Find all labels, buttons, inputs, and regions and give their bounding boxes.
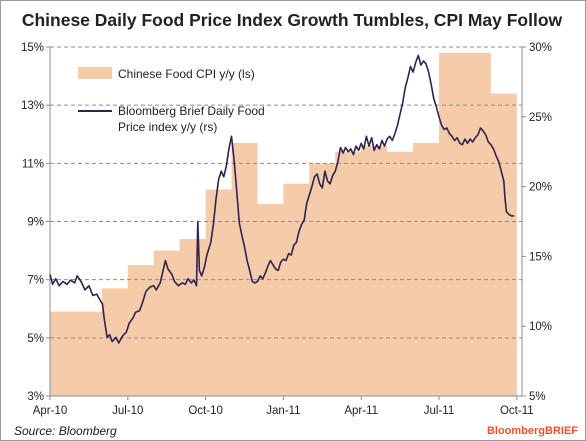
y-right-tick-label: 5%	[529, 391, 546, 403]
y-left-tick-label: 11%	[22, 158, 44, 170]
x-tick-label: Jan-11	[266, 405, 300, 417]
legend-label-daily-index-line2: Price index y/y (rs)	[118, 120, 217, 134]
y-right-tick-label: 25%	[529, 112, 552, 124]
legend-label-food-cpi: Chinese Food CPI y/y (ls)	[118, 67, 255, 81]
legend-label-daily-index-line1: Bloomberg Brief Daily Food	[118, 104, 265, 118]
brand-suffix: BRIEF	[545, 425, 578, 437]
y-left-tick-label: 13%	[21, 100, 44, 112]
y-left-tick-label: 3%	[27, 391, 44, 403]
brand-main: Bloomberg	[486, 425, 545, 437]
y-left-tick-label: 15%	[21, 42, 44, 54]
chart-title: Chinese Daily Food Price Index Growth Tu…	[21, 10, 563, 30]
y-left-tick-label: 9%	[27, 217, 44, 229]
x-tick-label: Apr-10	[33, 405, 68, 417]
x-tick-label: Apr-11	[344, 405, 378, 417]
x-tick-label: Jul-11	[424, 405, 454, 417]
source-note: Source: Bloomberg	[14, 424, 117, 438]
x-tick-label: Oct-11	[500, 405, 534, 417]
daily-food-index-line	[49, 54, 515, 344]
food-cpi-area	[50, 52, 517, 397]
brand-logo: BloombergBRIEF	[487, 425, 578, 437]
y-left-tick-label: 5%	[27, 333, 44, 345]
x-tick-label: Jul-10	[112, 405, 143, 417]
y-right-tick-label: 20%	[529, 182, 552, 194]
legend-swatch-food-cpi	[78, 67, 112, 79]
y-right-tick-label: 30%	[529, 42, 552, 54]
y-right-tick-label: 15%	[529, 251, 552, 263]
y-right-tick-label: 10%	[529, 321, 552, 333]
x-tick-label: Oct-10	[188, 405, 223, 417]
y-left-tick-label: 7%	[27, 275, 44, 287]
